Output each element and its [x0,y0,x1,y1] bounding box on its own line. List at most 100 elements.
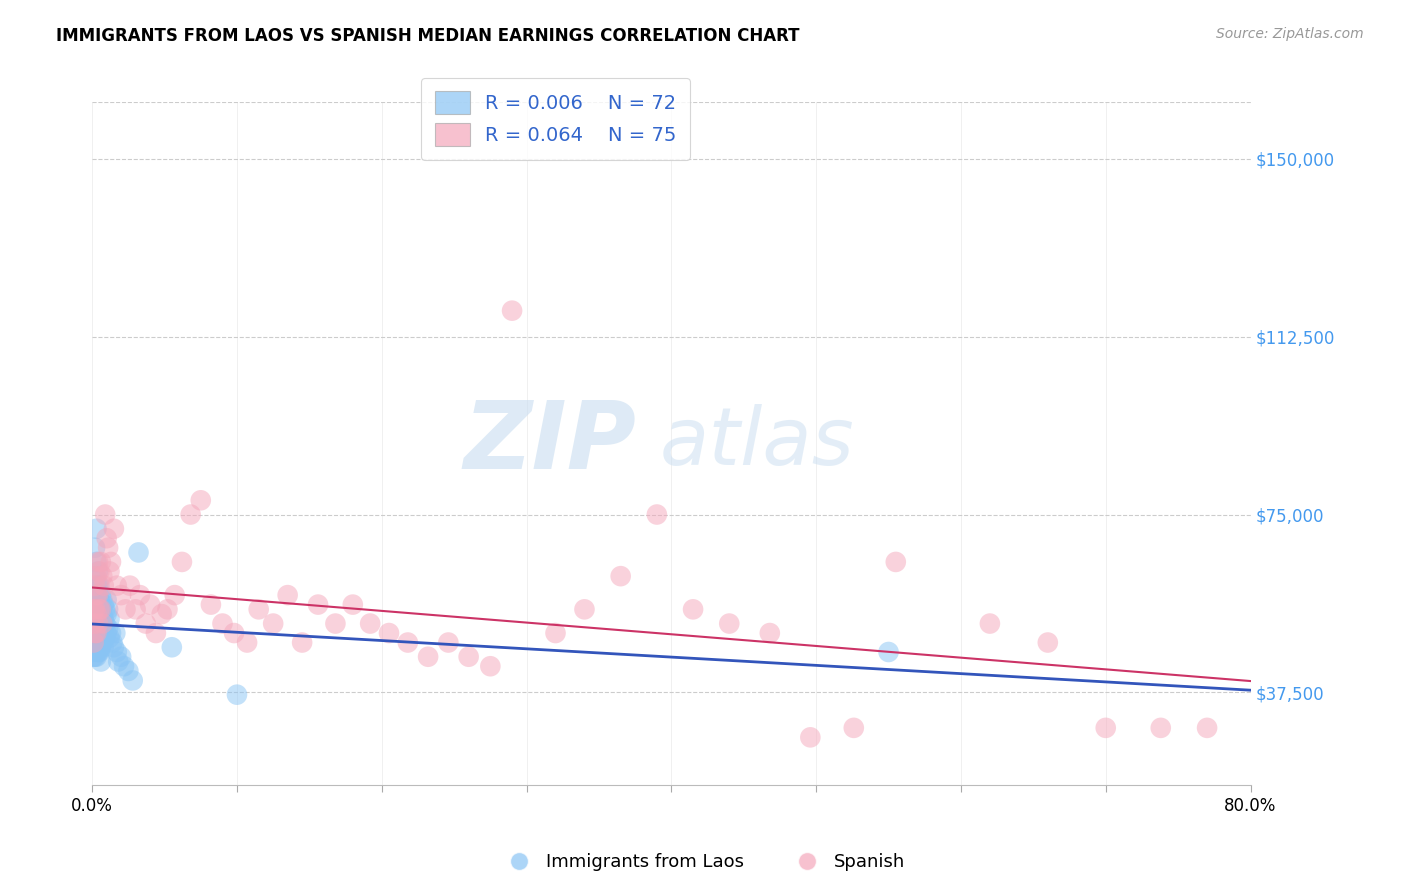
Point [84,626,107,640]
Point [84,616,107,631]
Point [100,626,122,640]
Point [307,598,329,612]
Point [544,626,567,640]
Point [1197,721,1219,735]
Point [86,579,108,593]
Point [105,645,128,659]
Point [91,616,114,631]
Point [97,602,120,616]
Point [83,616,105,631]
Point [84,541,107,555]
Point [457,649,479,664]
Point [156,602,179,616]
Point [682,602,704,616]
Point [86,607,108,621]
Point [110,588,132,602]
Point [129,588,152,602]
Point [93,612,115,626]
Point [84,649,107,664]
Point [96,531,118,545]
Point [98,565,121,579]
Point [90,602,112,616]
Point [87,592,110,607]
Point [112,659,135,673]
Point [574,602,596,616]
Legend: R = 0.006    N = 72, R = 0.064    N = 75: R = 0.006 N = 72, R = 0.064 N = 75 [420,78,690,160]
Point [86,522,108,536]
Text: ZIP: ZIP [464,398,637,490]
Point [145,626,167,640]
Point [86,588,108,602]
Point [98,631,121,645]
Point [200,598,222,612]
Point [86,555,108,569]
Point [91,592,114,607]
Point [90,602,112,616]
Point [114,602,136,616]
Point [94,616,117,631]
Point [645,508,668,522]
Point [83,645,105,659]
Point [89,645,111,659]
Point [103,640,125,655]
Point [103,522,125,536]
Point [1094,721,1116,735]
Point [83,626,105,640]
Point [86,592,108,607]
Point [89,621,111,635]
Point [90,626,112,640]
Point [86,602,108,616]
Point [84,602,107,616]
Point [90,588,112,602]
Point [91,621,114,635]
Point [90,616,112,631]
Point [247,602,270,616]
Point [93,579,115,593]
Point [479,659,502,673]
Point [97,621,120,635]
Point [437,635,460,649]
Point [83,640,105,655]
Point [291,635,314,649]
Point [105,579,128,593]
Point [211,616,233,631]
Point [94,602,117,616]
Point [110,649,132,664]
Point [236,635,259,649]
Point [277,588,299,602]
Point [87,621,110,635]
Point [190,493,212,508]
Point [98,612,121,626]
Point [97,541,120,555]
Point [884,555,907,569]
Point [325,616,347,631]
Text: IMMIGRANTS FROM LAOS VS SPANISH MEDIAN EARNINGS CORRELATION CHART: IMMIGRANTS FROM LAOS VS SPANISH MEDIAN E… [56,27,800,45]
Point [101,635,124,649]
Point [842,721,865,735]
Point [163,588,186,602]
Text: atlas: atlas [659,404,855,483]
Point [121,673,143,688]
Point [222,626,245,640]
Point [90,555,112,569]
Point [396,635,419,649]
Point [799,731,821,745]
Point [84,569,107,583]
Point [94,631,117,645]
Point [117,664,139,678]
Point [91,569,114,583]
Point [91,635,114,649]
Point [128,545,150,559]
Point [87,555,110,569]
Point [718,616,741,631]
Point [124,602,146,616]
Point [94,508,117,522]
Point [160,640,183,655]
Point [87,565,110,579]
Point [759,626,782,640]
Point [83,635,105,649]
Point [87,588,110,602]
Point [877,645,900,659]
Point [89,565,111,579]
Point [84,626,107,640]
